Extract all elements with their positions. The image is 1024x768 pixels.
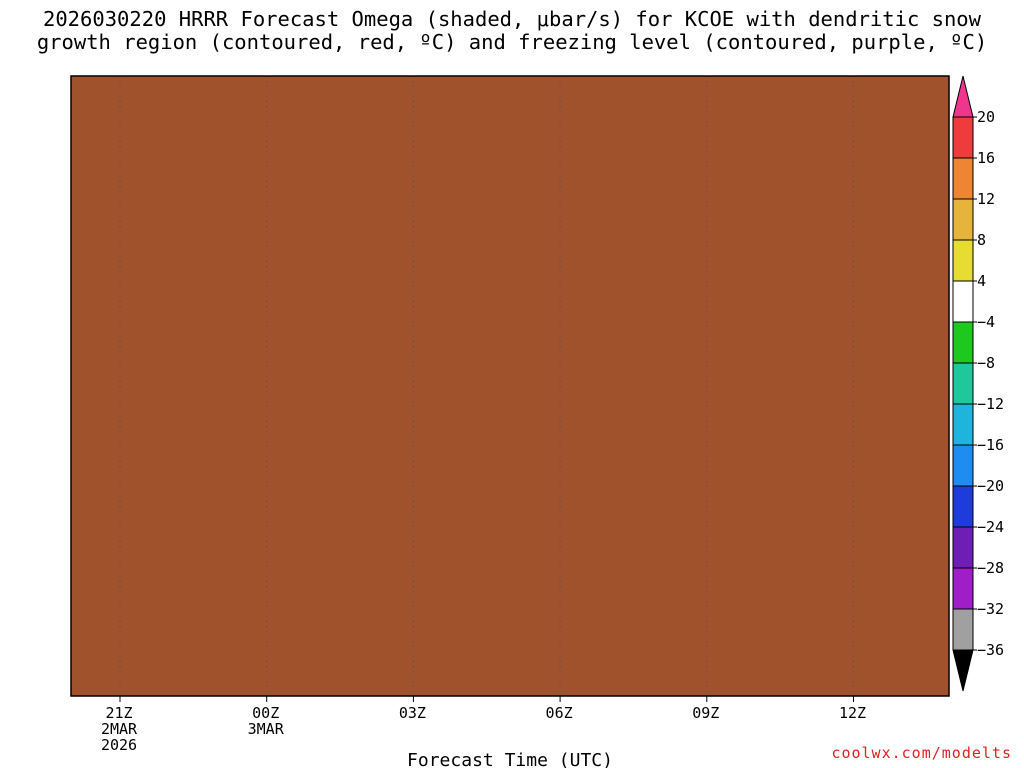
terrain-fill [71,76,949,696]
x-tick-label: 00Z [252,704,279,722]
colorbar-label: −24 [977,518,1004,536]
colorbar-segment [952,444,974,487]
x-tick-label: 3MAR [248,720,285,738]
colorbar-segment [952,239,974,282]
x-tick-label: 12Z [839,704,866,722]
colorbar-segment [952,116,974,159]
colorbar-segment [952,280,974,323]
colorbar-label: 16 [977,149,995,167]
colorbar-label: −12 [977,395,1004,413]
chart-title: 2026030220 HRRR Forecast Omega (shaded, … [36,7,988,54]
colorbar-label: −4 [977,313,995,331]
colorbar-label: −16 [977,436,1004,454]
colorbar-label: −8 [977,354,995,372]
colorbar-top-arrow [952,75,974,118]
x-tick-label: 21Z [105,704,132,722]
colorbar-segment [952,362,974,405]
x-tick-label: 2MAR [101,720,138,738]
colorbar-label: −28 [977,559,1004,577]
colorbar-label: 8 [977,231,986,249]
plot-layer: −18−120 [71,76,949,696]
colorbar-segment [952,485,974,528]
plot-frame [70,75,950,697]
colorbar-label: 4 [977,272,986,290]
colorbar-segment [952,321,974,364]
colorbar-label: 20 [977,108,995,126]
colorbar-segment [952,198,974,241]
colorbar-segment [952,608,974,651]
x-axis-title: Forecast Time (UTC) [407,750,613,768]
colorbar-bottom-arrow [952,649,974,692]
colorbar-label: 12 [977,190,995,208]
x-tick-label: 03Z [399,704,426,722]
x-tick-label: 09Z [692,704,719,722]
colorbar-label: −36 [977,641,1004,659]
colorbar-label: −32 [977,600,1004,618]
colorbar: 20 16 12 8 4 −4 −8 −12 −16 −20 −24 −28 −32 −36 [952,75,1004,692]
colorbar-segment [952,157,974,200]
x-tick-label: 2026 [101,736,137,754]
colorbar-segment [952,403,974,446]
x-tick-label: 06Z [546,704,573,722]
credit-link[interactable]: coolwx.com/modelts [831,744,1012,762]
colorbar-label: −20 [977,477,1004,495]
colorbar-segment [952,526,974,569]
colorbar-segment [952,567,974,610]
